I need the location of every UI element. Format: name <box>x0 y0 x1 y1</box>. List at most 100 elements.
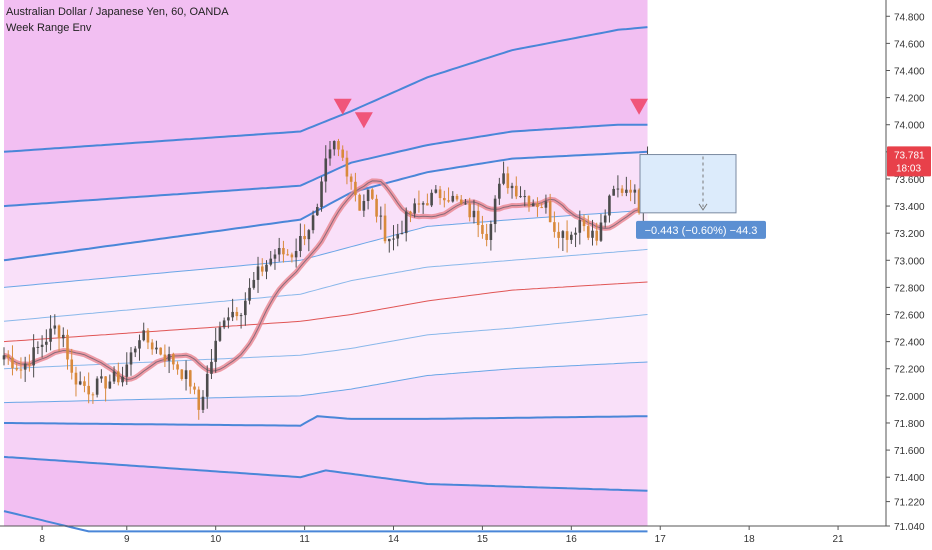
candle-body <box>481 225 484 234</box>
band-line-low4 <box>3 455 648 492</box>
y-tick-label: 74.000 <box>894 121 925 132</box>
candle-body <box>133 348 137 353</box>
candle-body <box>561 231 565 238</box>
envelope-fill-5 <box>4 361 648 426</box>
candle-body <box>328 149 332 159</box>
candle-body <box>2 355 6 360</box>
candle-body <box>201 396 205 410</box>
y-tick-label: 73.400 <box>894 202 925 213</box>
candle-body <box>620 188 624 193</box>
candle-body <box>252 279 256 288</box>
candle-body <box>502 173 505 184</box>
candle-body <box>493 198 497 225</box>
candle-body <box>193 386 196 390</box>
y-tick-label: 71.220 <box>894 498 925 509</box>
candle-body <box>294 251 298 258</box>
candle-body <box>40 344 44 347</box>
candle-body <box>536 203 539 208</box>
envelope-fill-3 <box>4 151 648 288</box>
candle-body <box>273 254 277 259</box>
candle-body <box>443 198 446 201</box>
candle-body <box>603 215 607 223</box>
candle-body <box>582 219 586 227</box>
candle-body <box>180 369 184 379</box>
candle-body <box>95 378 99 395</box>
chart-legend: Australian Dollar / Japanese Yen, 60, OA… <box>6 4 229 36</box>
candle-body <box>248 287 251 301</box>
candle-body <box>531 203 535 207</box>
band-line-low2 <box>3 361 648 404</box>
candle-body <box>286 254 289 256</box>
candle-body <box>53 325 57 329</box>
candle-body <box>121 376 124 383</box>
x-tick-label: 9 <box>124 534 130 545</box>
band-line-inner2 <box>3 209 648 288</box>
candle-body <box>184 370 188 379</box>
candle-body <box>472 210 476 218</box>
measure-label-bg <box>636 220 766 239</box>
y-tick-label: 74.800 <box>894 12 925 23</box>
candle-body <box>396 234 400 239</box>
x-tick-label: 18 <box>744 534 756 545</box>
candle-body <box>430 192 433 206</box>
candle-body <box>438 189 442 199</box>
envelope-fill-1 <box>4 27 648 207</box>
candle-body <box>11 357 14 369</box>
candle-body <box>413 203 416 214</box>
candle-body <box>299 235 302 252</box>
y-tick-label: 71.600 <box>894 446 925 457</box>
envelope-fill-6 <box>4 416 648 491</box>
candle-body <box>506 173 510 189</box>
candle-body <box>371 189 374 199</box>
candle-body <box>78 381 82 385</box>
price-badge-value: 73.781 <box>894 150 925 161</box>
candle-body <box>108 381 112 389</box>
candle-body <box>557 231 560 238</box>
candle-body <box>205 373 209 397</box>
candle-body <box>366 189 370 202</box>
candle-body <box>142 330 146 341</box>
band-line-upper_inner <box>3 150 648 262</box>
candle-body <box>6 355 10 358</box>
candle-body <box>332 141 336 150</box>
band-line-low1 <box>3 314 648 370</box>
candle-body <box>172 354 175 365</box>
candle-body <box>282 248 285 255</box>
candle-body <box>498 183 501 199</box>
candle-body <box>447 200 450 202</box>
candle-body <box>392 238 395 240</box>
candle-body <box>324 158 328 182</box>
candle-body <box>32 347 35 366</box>
candle-body <box>146 330 150 343</box>
candle-body <box>269 258 273 265</box>
candle-body <box>514 185 518 197</box>
candle-body <box>616 188 620 190</box>
candle-body <box>574 232 577 235</box>
signal-arrow-0 <box>333 98 352 115</box>
candle-body <box>337 141 340 150</box>
candle-body <box>379 215 383 217</box>
candle-body <box>231 311 234 318</box>
candle-body <box>409 211 412 214</box>
y-tick-label: 73.000 <box>894 256 925 267</box>
candle-body <box>129 352 133 365</box>
candle-body <box>28 363 31 366</box>
y-tick-label: 74.400 <box>894 66 925 77</box>
candle-body <box>218 327 222 341</box>
candle-body <box>523 196 527 198</box>
candle-body <box>595 230 599 241</box>
candle-body <box>315 207 319 216</box>
candle-body <box>455 195 459 200</box>
candle-body <box>163 354 167 361</box>
candle-body <box>265 264 268 272</box>
band-line-low3 <box>4 415 648 427</box>
measure-box <box>639 154 737 214</box>
candle-body <box>307 230 311 240</box>
candle-body <box>468 203 472 218</box>
candle-body <box>125 364 129 377</box>
candle-body <box>15 368 19 370</box>
candle-body <box>354 181 357 195</box>
signal-arrow-1 <box>354 112 373 129</box>
